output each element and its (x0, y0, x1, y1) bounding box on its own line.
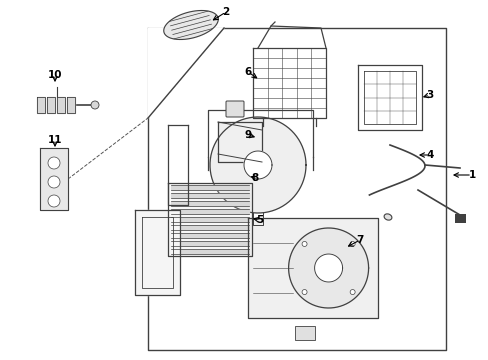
Text: 8: 8 (251, 173, 258, 183)
Polygon shape (218, 122, 262, 162)
Polygon shape (57, 97, 65, 113)
Polygon shape (171, 209, 248, 214)
Text: 4: 4 (426, 150, 433, 160)
Polygon shape (244, 151, 271, 179)
Polygon shape (171, 201, 248, 206)
Bar (294, 326, 314, 340)
Text: 10: 10 (48, 70, 62, 80)
Polygon shape (171, 185, 248, 190)
Polygon shape (135, 210, 180, 295)
Polygon shape (210, 117, 305, 213)
Circle shape (48, 195, 60, 207)
Polygon shape (171, 217, 248, 222)
Text: 11: 11 (48, 135, 62, 145)
Polygon shape (171, 241, 248, 246)
Text: 2: 2 (222, 7, 229, 17)
Text: 5: 5 (256, 215, 263, 225)
Circle shape (302, 289, 306, 294)
Polygon shape (67, 97, 75, 113)
Circle shape (91, 101, 99, 109)
Ellipse shape (383, 214, 391, 220)
Text: 6: 6 (244, 67, 251, 77)
Polygon shape (314, 254, 342, 282)
Text: 7: 7 (356, 235, 363, 245)
Polygon shape (47, 97, 55, 113)
Polygon shape (171, 225, 248, 230)
Polygon shape (163, 10, 218, 40)
Text: 3: 3 (426, 90, 433, 100)
Circle shape (48, 176, 60, 188)
Polygon shape (37, 97, 45, 113)
FancyBboxPatch shape (225, 101, 244, 117)
Polygon shape (171, 193, 248, 198)
Circle shape (349, 289, 354, 294)
Circle shape (48, 157, 60, 169)
Polygon shape (148, 28, 224, 118)
Polygon shape (247, 218, 377, 318)
Polygon shape (288, 228, 368, 308)
Polygon shape (171, 233, 248, 238)
Circle shape (302, 242, 306, 247)
Polygon shape (171, 249, 248, 255)
Text: 1: 1 (468, 170, 475, 180)
Circle shape (349, 242, 354, 247)
Polygon shape (40, 148, 68, 210)
Text: 9: 9 (244, 130, 251, 140)
